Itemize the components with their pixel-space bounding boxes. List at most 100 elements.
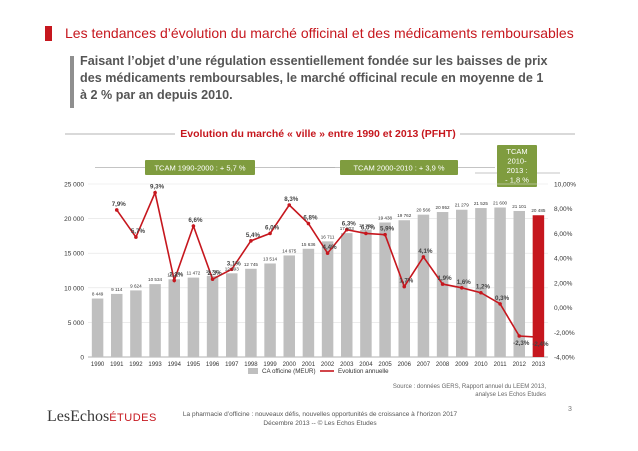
line-data-label: 1,6% [457,279,472,286]
subtitle-accent-bar [70,56,74,108]
line-data-label: 3,1% [227,260,242,267]
x-axis-tick: 2002 [321,362,335,368]
title-accent-bar [45,26,52,41]
bar-data-label: 20 952 [436,205,450,210]
bar-data-label: 16 711 [321,234,335,239]
line-data-label: 2,2% [169,271,184,278]
x-axis-tick: 2001 [302,362,316,368]
line-data-label: 6,6% [188,217,203,224]
line-point [498,302,502,306]
bar-data-label: 21 600 [493,201,507,206]
line-data-label: 7,9% [112,201,127,208]
x-axis-tick: 2011 [494,362,508,368]
bar-ca-officine [456,209,468,357]
line-data-label: 6,0% [361,224,376,231]
x-axis-tick: 2010 [474,362,488,368]
line-data-label: 4,4% [323,244,338,251]
bar-data-label: 15 636 [301,242,315,247]
x-axis-tick: 2003 [340,362,354,368]
x-axis-tick: 2000 [283,362,297,368]
les-echos-etudes-logo: LesEchosÉTUDES [47,408,157,426]
line-point [306,221,311,226]
line-data-label: 6,0% [265,224,280,231]
line-data-label: -2,4% [532,341,549,348]
bar-ca-officine [341,233,353,357]
x-axis-tick: 2005 [378,362,392,368]
x-axis-tick: 1992 [129,362,143,368]
line-point [172,278,177,283]
bar-data-label: 9 624 [130,283,142,288]
line-point [402,284,407,289]
line-point [153,190,157,195]
x-axis-tick: 1990 [91,362,105,368]
line-point [440,282,445,286]
bar-data-label: 11 227 [167,272,181,277]
line-data-label: 6,3% [342,221,357,228]
line-point [114,208,119,212]
line-data-label: 5,9% [380,226,395,233]
page-number: 3 [568,406,572,413]
line-point [249,239,253,243]
line-data-label: 9,3% [150,184,165,191]
chart-title: Evolution du marché « ville » entre 1990… [180,128,455,140]
line-data-label: 5,7% [131,228,146,235]
x-axis-tick: 2012 [513,362,527,368]
bar-ca-officine [149,284,161,357]
market-chart: Evolution du marché « ville » entre 1990… [64,128,576,375]
x-axis-tick: 2009 [455,362,469,368]
line-point [383,232,387,237]
logo-main: LesEchos [47,408,110,425]
legend-label-line: Evolution annuelle [338,368,389,375]
line-point [479,290,483,295]
bar-ca-officine [417,214,430,357]
bar-ca-officine [91,298,104,357]
line-data-label: 8,3% [284,196,299,203]
source-line-1: Source : données GERS, Rapport annuel du… [392,384,546,390]
tcam-banner [340,160,458,175]
bar-data-label: 12 745 [244,262,258,267]
bar-ca-officine [321,241,334,357]
line-data-label: 1,2% [476,284,491,291]
line-point [421,255,426,259]
bar-data-label: 21 525 [474,201,488,206]
line-point [229,267,234,272]
bar-data-label: 11 472 [187,271,201,276]
right-axis-tick: -4,00% [554,355,575,362]
x-axis-tick: 1999 [263,362,277,368]
footer: La pharmacie d’officine : nouveaux défis… [170,410,470,428]
x-axis-tick: 1997 [225,362,239,368]
bar-ca-officine [302,248,315,357]
bar-ca-officine [494,207,506,357]
footer-line-1: La pharmacie d’officine : nouveaux défis… [182,411,458,418]
x-axis-tick: 1996 [206,362,220,368]
bar-data-label: 18 360 [359,223,373,228]
line-point [536,335,541,340]
bar-data-label: 19 762 [397,213,411,218]
bar-data-label: 8 449 [92,292,104,297]
bar-ca-officine [245,268,257,357]
bar-ca-officine [398,220,410,357]
line-point [287,203,292,207]
x-axis-tick: 2007 [417,362,431,368]
bar-ca-officine [226,273,238,357]
bar-data-label: 13 514 [263,256,277,261]
bar-data-label: 21 101 [512,204,526,209]
left-axis-tick: 0 [80,355,84,362]
tcam-banner-text: TCAM 1990-2000 : + 5,7 % [154,164,245,173]
source-line-2: analyse Les Echos Etudes [475,392,546,398]
bar-ca-officine [360,229,372,357]
line-data-label: 4,1% [418,248,433,255]
left-axis-tick: 20 000 [64,216,84,223]
line-point [210,277,215,281]
line-data-label: 2,3% [208,270,223,277]
bar-data-label: 21 279 [455,203,469,208]
x-axis-tick: 2006 [398,362,412,368]
line-point [268,231,272,236]
bar-data-label: 14 675 [282,248,296,253]
right-axis-tick: 8,00% [554,206,573,213]
bar-ca-officine [187,277,200,357]
bar-data-label: 9 114 [111,287,123,292]
tcam-banner [145,160,255,175]
bar-ca-officine [283,255,295,357]
legend-label-bars: CA officine (MEUR) [262,368,316,375]
